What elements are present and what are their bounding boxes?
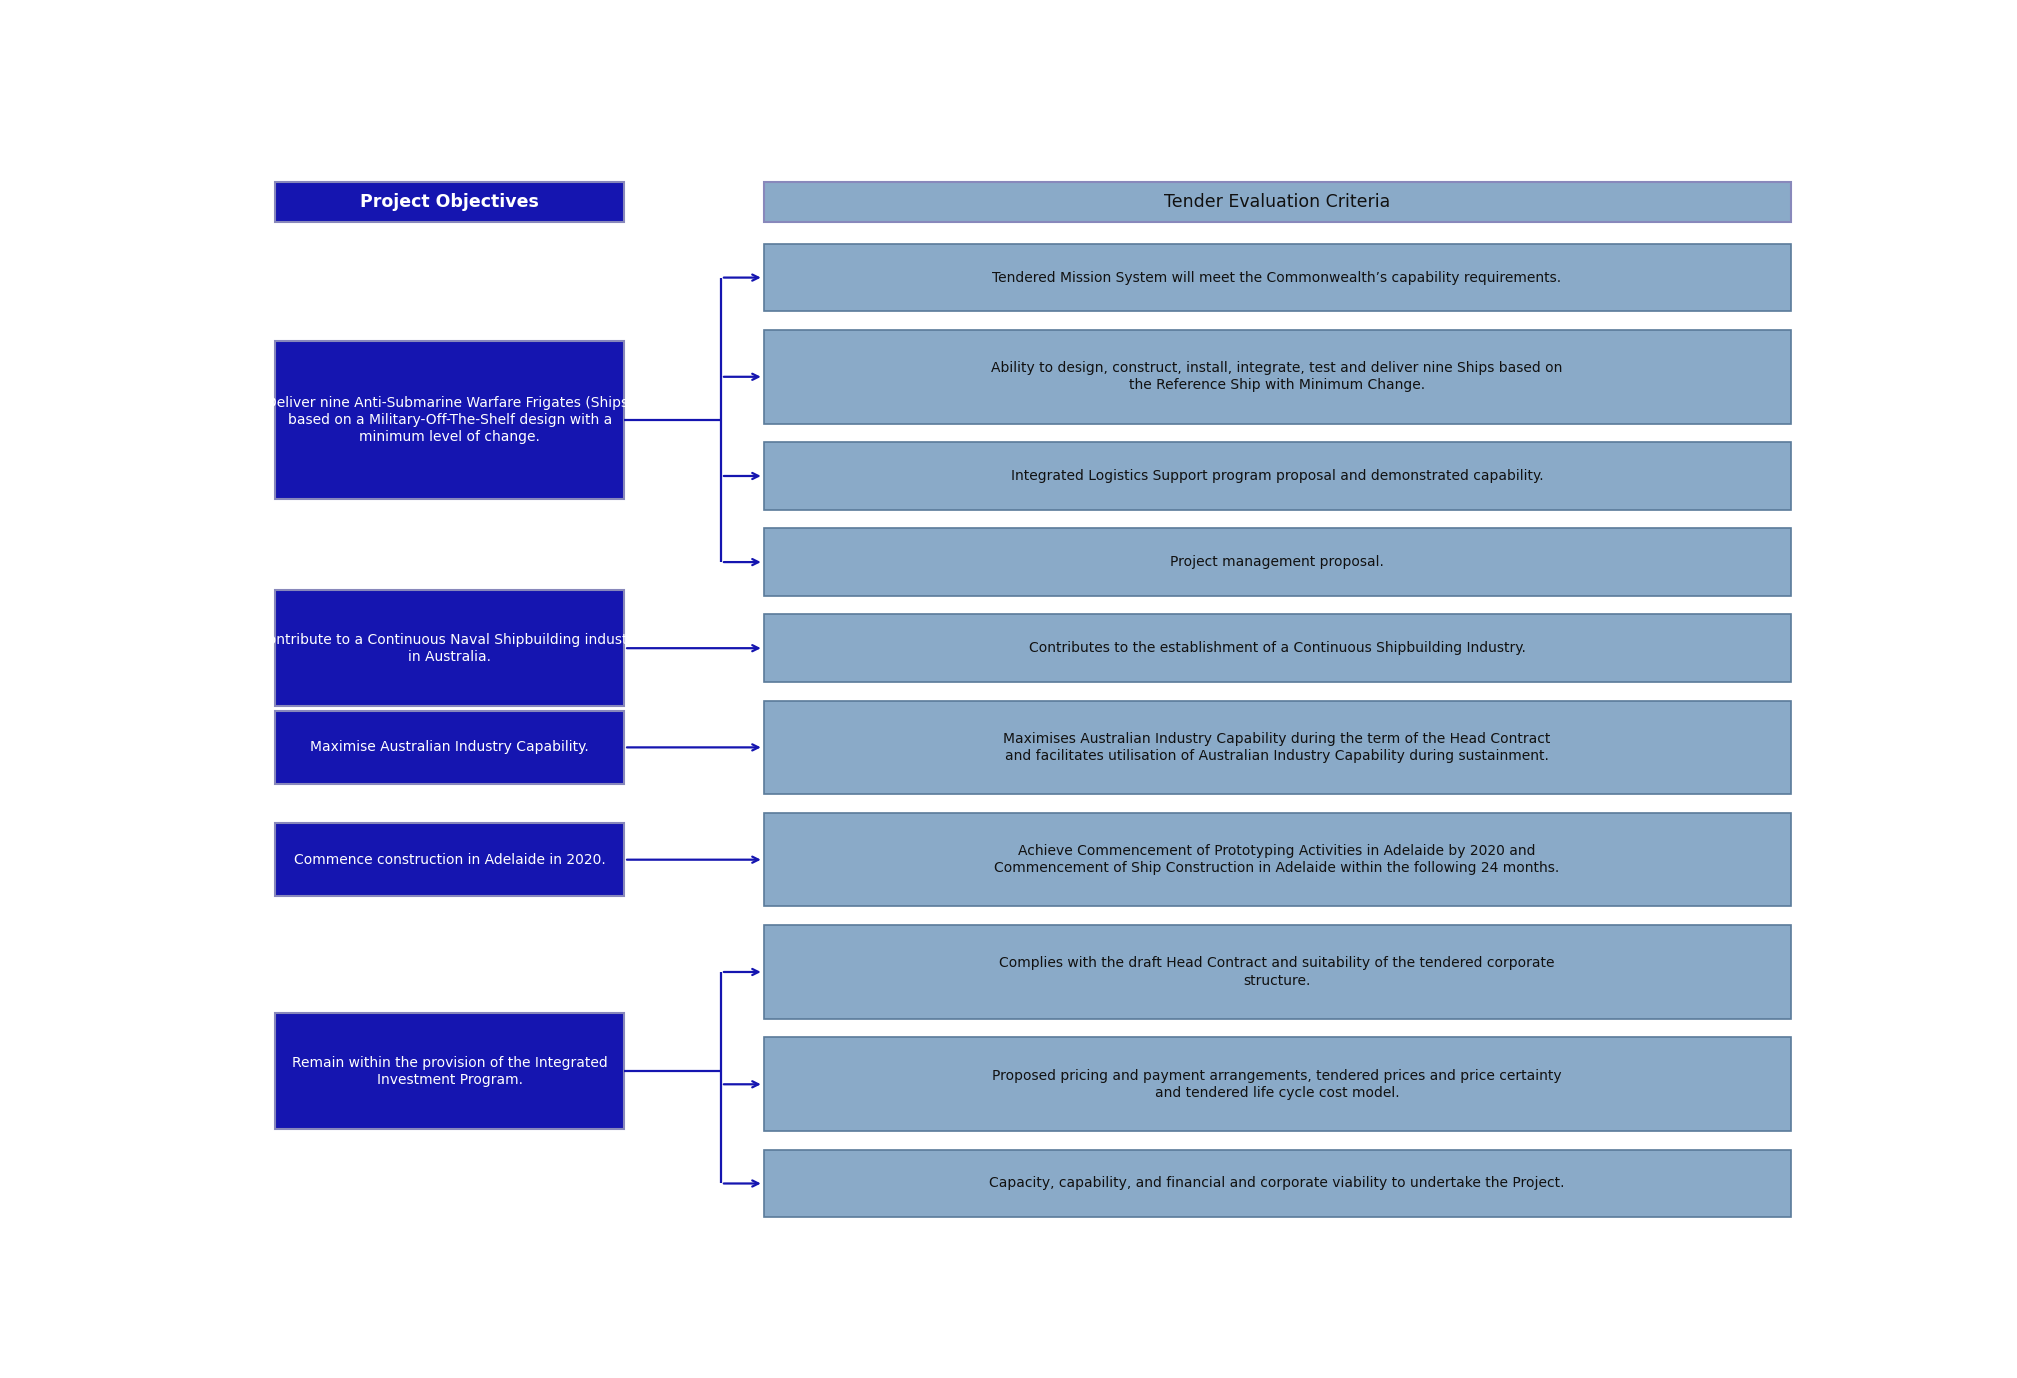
Bar <box>764 700 1791 794</box>
Text: Contribute to a Continuous Naval Shipbuilding industry
in Australia.: Contribute to a Continuous Naval Shipbui… <box>258 633 641 664</box>
Text: Achieve Commencement of Prototyping Activities in Adelaide by 2020 and
Commencem: Achieve Commencement of Prototyping Acti… <box>994 845 1559 875</box>
Bar <box>276 590 623 706</box>
Bar <box>764 925 1791 1018</box>
Bar <box>764 813 1791 907</box>
Bar <box>764 329 1791 423</box>
Bar <box>276 1013 623 1129</box>
Bar <box>764 244 1791 311</box>
Text: Capacity, capability, and financial and corporate viability to undertake the Pro: Capacity, capability, and financial and … <box>988 1177 1565 1191</box>
Bar <box>276 182 623 222</box>
Bar <box>276 823 623 896</box>
Text: Proposed pricing and payment arrangements, tendered prices and price certainty
a: Proposed pricing and payment arrangement… <box>992 1069 1561 1100</box>
Text: Maximise Australian Industry Capability.: Maximise Australian Industry Capability. <box>311 740 589 754</box>
Text: Tendered Mission System will meet the Commonwealth’s capability requirements.: Tendered Mission System will meet the Co… <box>992 270 1561 285</box>
Text: Ability to design, construct, install, integrate, test and deliver nine Ships ba: Ability to design, construct, install, i… <box>992 361 1563 393</box>
Text: Tender Evaluation Criteria: Tender Evaluation Criteria <box>1164 193 1390 211</box>
Bar <box>764 442 1791 510</box>
Text: Complies with the draft Head Contract and suitability of the tendered corporate
: Complies with the draft Head Contract an… <box>998 956 1555 988</box>
Text: Project management proposal.: Project management proposal. <box>1170 555 1384 569</box>
Bar <box>764 615 1791 682</box>
Bar <box>276 711 623 784</box>
Text: Maximises Australian Industry Capability during the term of the Head Contract
an: Maximises Australian Industry Capability… <box>1002 732 1551 763</box>
Bar <box>764 1149 1791 1217</box>
Bar <box>764 182 1791 222</box>
Text: Commence construction in Adelaide in 2020.: Commence construction in Adelaide in 202… <box>294 853 605 867</box>
Text: Contributes to the establishment of a Continuous Shipbuilding Industry.: Contributes to the establishment of a Co… <box>1029 641 1525 655</box>
Bar <box>764 528 1791 595</box>
Bar <box>764 1038 1791 1131</box>
Text: Deliver nine Anti-Submarine Warfare Frigates (Ships)
based on a Military-Off-The: Deliver nine Anti-Submarine Warfare Frig… <box>266 395 633 444</box>
Text: Project Objectives: Project Objectives <box>361 193 539 211</box>
Text: Remain within the provision of the Integrated
Investment Program.: Remain within the provision of the Integ… <box>292 1056 607 1087</box>
Text: Integrated Logistics Support program proposal and demonstrated capability.: Integrated Logistics Support program pro… <box>1011 469 1543 484</box>
Bar <box>276 340 623 499</box>
